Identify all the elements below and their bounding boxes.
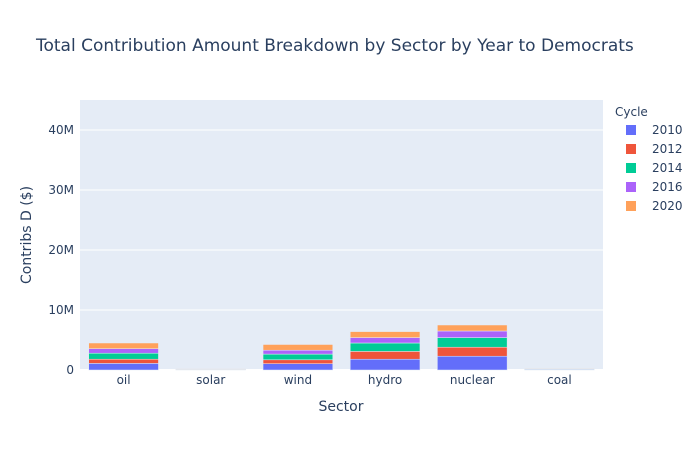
y-tick-label: 20M [48, 243, 74, 257]
plot-background [80, 100, 603, 370]
bar-oil-2012[interactable] [88, 358, 159, 364]
bar-wind-2016[interactable] [262, 349, 334, 355]
x-tick-label: solar [196, 373, 225, 387]
legend-label-2010[interactable]: 2010 [652, 123, 683, 137]
x-tick-label: coal [547, 373, 572, 387]
legend-title: Cycle [615, 105, 648, 119]
y-tick-label: 0 [66, 363, 74, 377]
legend-swatch-2012[interactable] [626, 144, 636, 154]
bar-hydro-2020[interactable] [349, 331, 421, 338]
bar-wind-2014[interactable] [262, 353, 334, 361]
legend: Cycle 2010 2012 2014 2016 2020 [615, 105, 683, 213]
bar-hydro-2014[interactable] [349, 342, 421, 352]
legend-label-2016[interactable]: 2016 [652, 180, 683, 194]
legend-swatch-2016[interactable] [626, 182, 636, 192]
legend-swatch-2014[interactable] [626, 163, 636, 173]
chart-title: Total Contribution Amount Breakdown by S… [35, 36, 634, 56]
bar-hydro-2010[interactable] [349, 358, 421, 371]
x-tick-label: wind [284, 373, 312, 387]
bar-nuclear-2016[interactable] [437, 330, 508, 338]
bar-oil-2010[interactable] [88, 363, 159, 371]
legend-label-2014[interactable]: 2014 [652, 161, 683, 175]
bar-oil-2014[interactable] [88, 352, 159, 360]
bar-nuclear-2014[interactable] [437, 337, 508, 348]
y-axis-title: Contribs D ($) [19, 186, 35, 284]
bar-oil-2016[interactable] [88, 348, 159, 354]
bar-wind-2010[interactable] [262, 363, 334, 371]
y-tick-label: 10M [48, 303, 74, 317]
bar-nuclear-2010[interactable] [437, 355, 508, 371]
x-tick-label: hydro [368, 373, 402, 387]
x-tick-label: oil [117, 373, 131, 387]
bar-nuclear-2012[interactable] [437, 346, 508, 357]
bar-hydro-2012[interactable] [349, 351, 421, 360]
y-tick-label: 30M [48, 183, 74, 197]
grid [80, 129, 603, 371]
legend-swatch-2020[interactable] [626, 201, 636, 211]
x-axis-title: Sector [318, 399, 363, 415]
x-tick-label: nuclear [450, 373, 495, 387]
legend-swatch-2010[interactable] [626, 125, 636, 135]
y-ticks: 0 10M 20M 30M 40M [48, 123, 74, 377]
x-ticks: oil solar wind hydro nuclear coal [117, 373, 572, 387]
bar-wind-2020[interactable] [262, 344, 334, 351]
legend-label-2012[interactable]: 2012 [652, 142, 683, 156]
bar-oil-2020[interactable] [88, 342, 159, 349]
bar-hydro-2016[interactable] [349, 337, 421, 344]
bar-nuclear-2020[interactable] [437, 324, 508, 332]
legend-label-2020[interactable]: 2020 [652, 199, 683, 213]
bars [88, 324, 595, 371]
y-tick-label: 40M [48, 123, 74, 137]
bar-wind-2012[interactable] [262, 359, 334, 364]
